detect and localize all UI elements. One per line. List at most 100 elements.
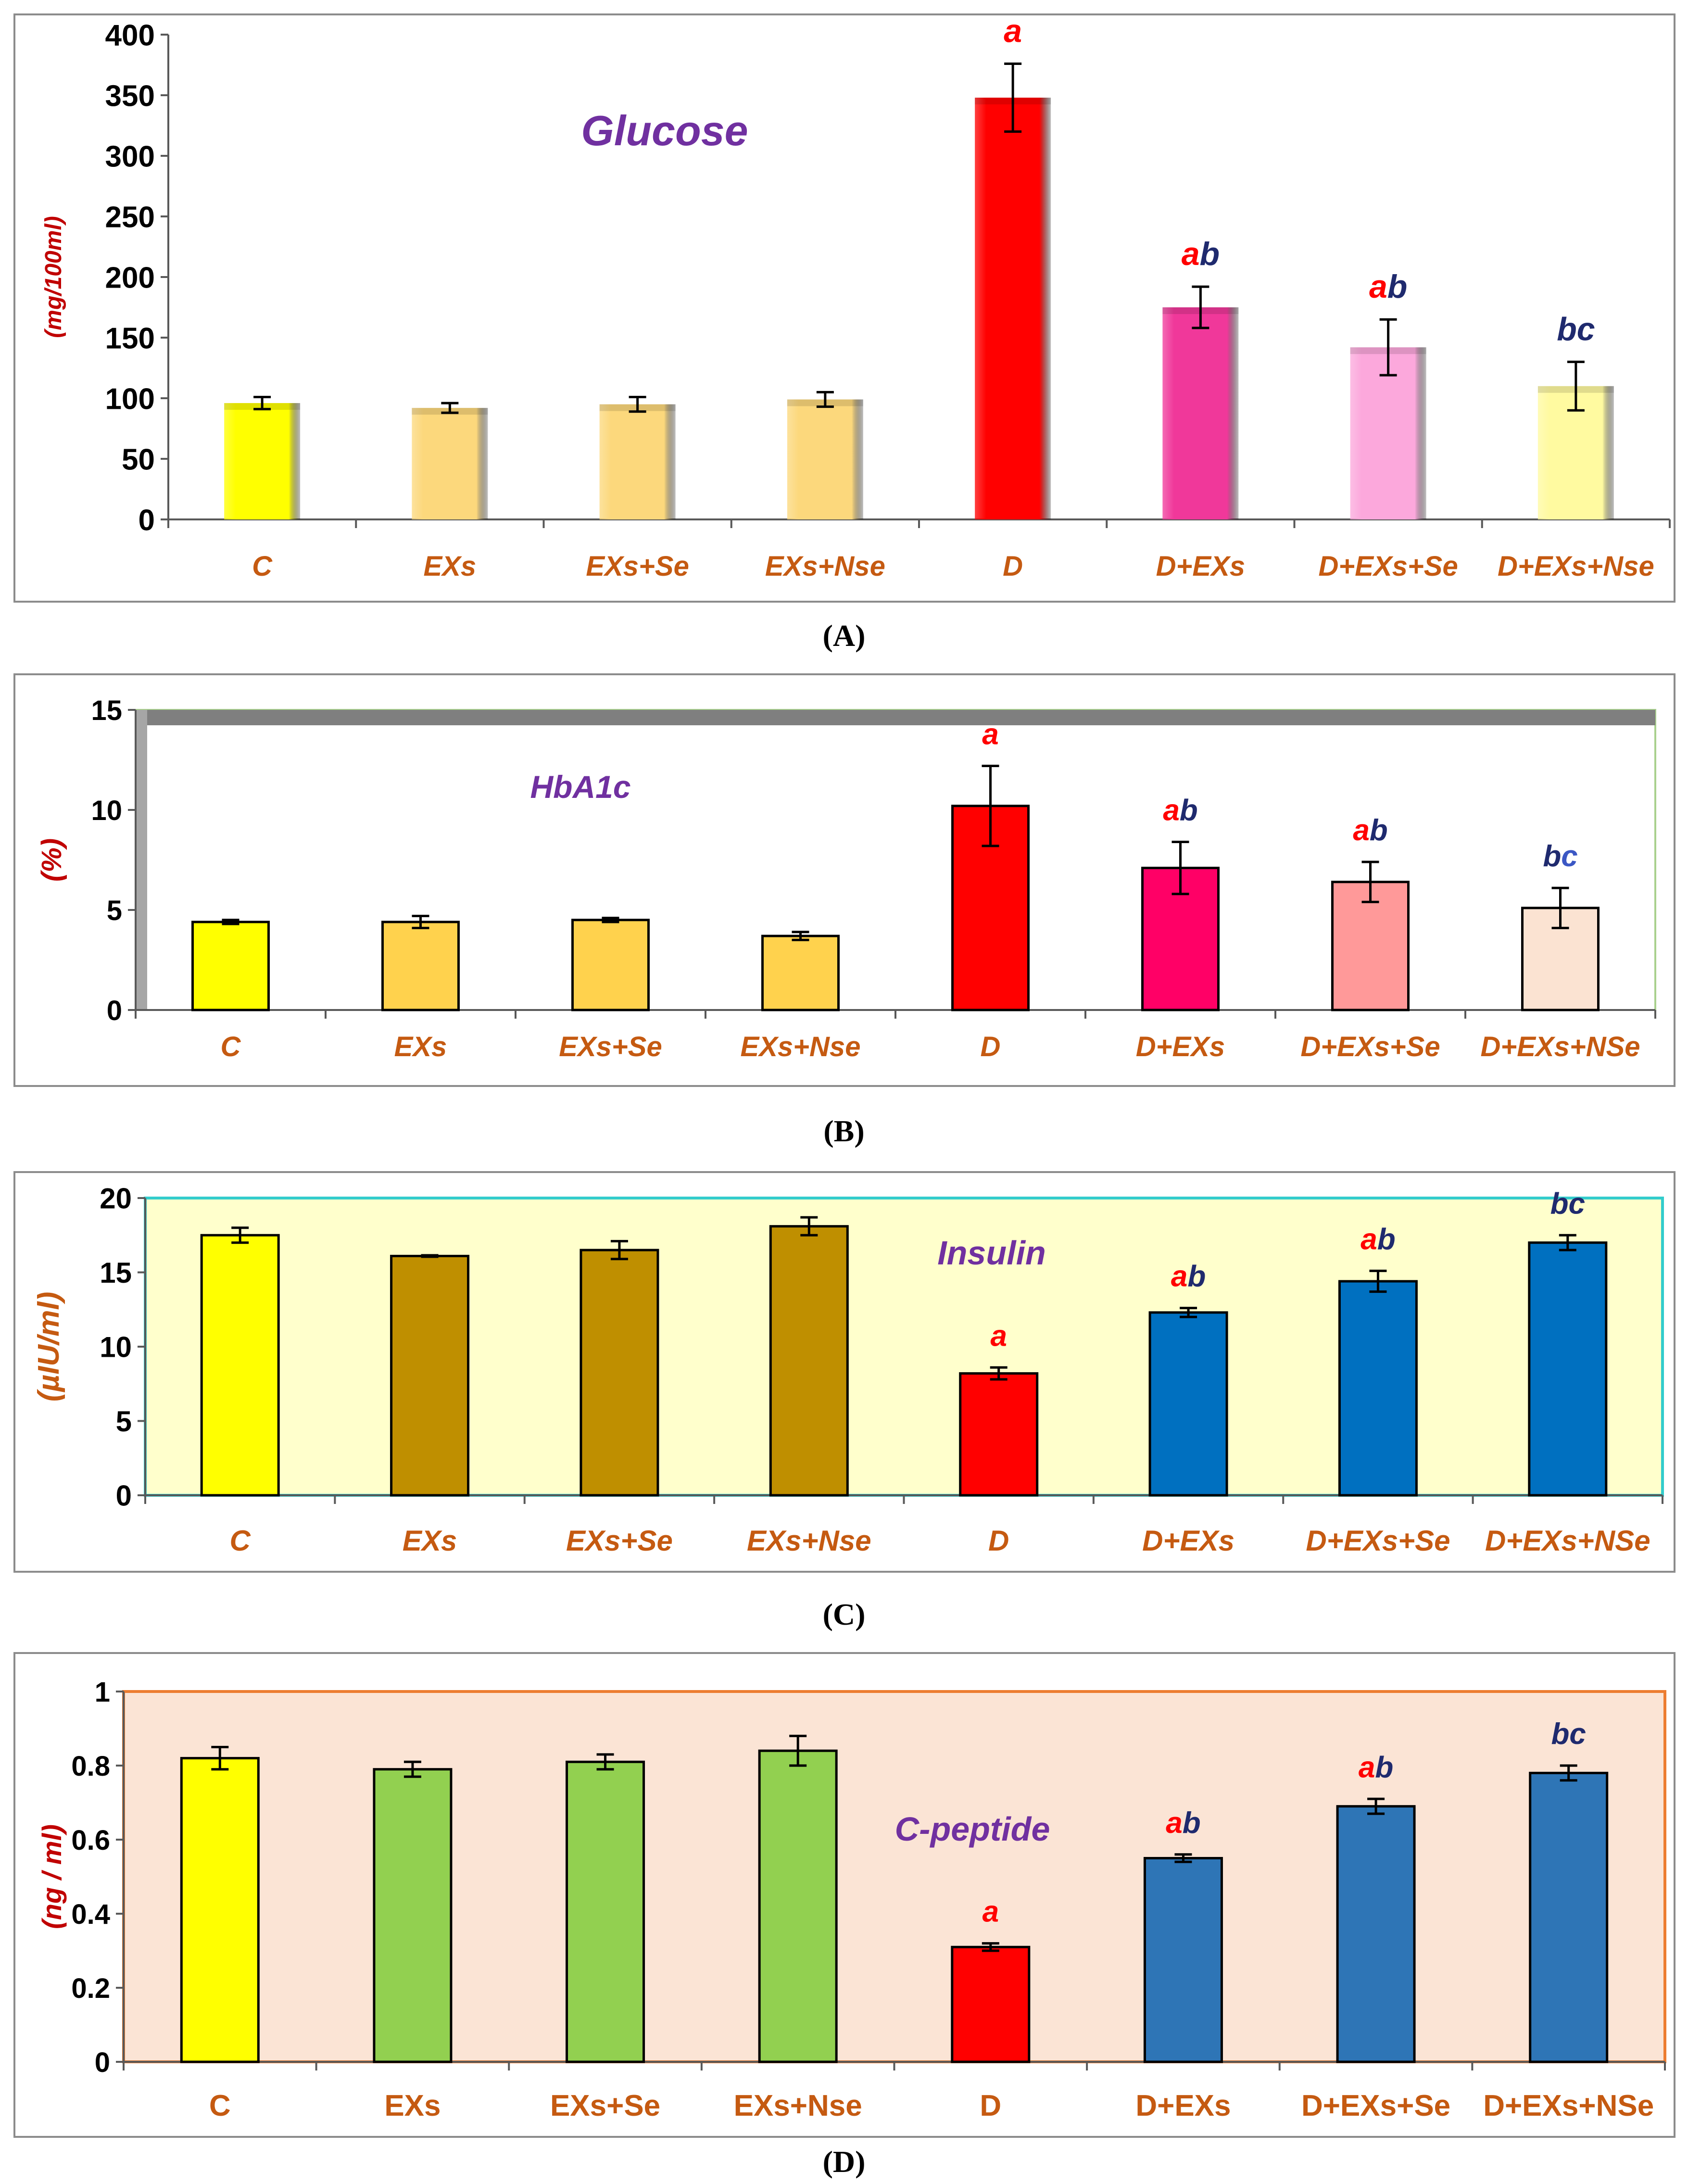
category-label: D+EXs [1156,551,1245,582]
bar [951,1945,1031,2063]
y-tick-label: 0.8 [71,1751,110,1782]
significance-label: ab [1353,814,1387,847]
significance-label: bc [1550,1187,1585,1220]
significance-label: a [983,1895,999,1929]
category-label: D+EXs+NSe [1480,1031,1640,1062]
y-tick-label: 0.2 [71,1973,110,2004]
significance-letter: a [1004,15,1022,49]
significance-label: ab [1166,1806,1200,1840]
significance-label: ab [1171,1260,1206,1293]
bar [1338,1280,1418,1497]
caption-c-label: (C) [822,1597,866,1631]
bar [787,399,863,519]
chart-title: HbA1c [530,769,630,805]
y-axis-label: (ng / ml) [37,1824,67,1929]
y-tick-label: 50 [122,443,155,476]
y-tick-label: 10 [100,1331,132,1363]
chart-title: Glucose [581,107,748,154]
significance-letter: b [1200,236,1220,272]
significance-letter: bc [1551,1717,1586,1751]
y-tick-label: 15 [100,1257,132,1289]
bar [412,408,488,519]
caption-b-label: (B) [823,1114,865,1148]
bar [381,921,460,1011]
category-label: D+EXs [1142,1525,1235,1557]
y-tick-label: 200 [105,261,155,294]
category-label: D+EXs+Se [1300,1031,1440,1062]
category-label: C [252,551,273,582]
category-label: D [981,1031,1001,1062]
chart-title: Insulin [937,1234,1046,1272]
y-tick-label: 250 [105,201,155,234]
significance-letter: a [1360,1223,1377,1256]
chart-panel-d: 0 0.2 0.4 0.6 0.8 1 C EXs EXs+Se EXs+Nse D D+EXs D+E… [13,1652,1675,2138]
caption-a: (A) [0,618,1688,654]
caption-d-label: (D) [822,2145,866,2179]
significance-label: ab [1359,1751,1393,1784]
bar [1529,1771,1609,2063]
category-label: EXs+Nse [765,551,885,582]
significance-letter: b [1370,814,1388,847]
chart-panel-c: 0 5 10 15 20 C EXs EXs+Se EXs+Nse D D+EXs D+EXs+Se D… [13,1171,1675,1573]
category-label: EXs+Se [550,2089,660,2122]
category-label: EXs [403,1525,457,1557]
y-axis-label: (mg/100ml) [41,216,66,338]
y-tick-label: 10 [91,795,122,826]
caption-c: (C) [0,1597,1688,1632]
category-label: EXs [424,551,477,582]
plot-area [122,1690,1666,2063]
category-label: EXs+Nse [741,1031,861,1062]
significance-letter: a [1359,1751,1375,1784]
bar [200,1234,280,1497]
category-label: C [221,1031,241,1062]
significance-label: a [990,1319,1007,1352]
bar [224,403,301,519]
significance-label: ab [1360,1223,1395,1256]
significance-label: ab [1182,236,1220,272]
category-label: C [230,1525,252,1557]
significance-label: a [982,718,998,751]
glucose-chart: 0 50 100 150 200 250 300 350 400 C EXs EXs+Se EXs+Ns… [41,15,1671,582]
insulin-chart: 0 5 10 15 20 C EXs EXs+Se EXs+Nse D D+EXs D+EXs+Se D… [32,1183,1664,1557]
significance-letter: a [990,1319,1007,1352]
category-label: EXs+Se [559,1031,662,1062]
category-label: D+EXs+NSe [1483,2089,1654,2122]
significance-letter: b [1543,840,1561,873]
plot-shadow-top [136,710,1655,725]
category-label: EXs+Se [586,551,689,582]
bar [1143,1857,1223,2063]
significance-letter: a [1166,1806,1182,1840]
plot-shadow-left [136,710,147,1010]
category-label: D [980,2089,1001,2122]
chart-panel-b: 0 5 10 15 C EXs EXs+Se EXs+Nse D D+EXs D+EXs+Se D+E… [13,673,1675,1087]
y-tick-label: 350 [105,79,155,113]
hba1c-chart: 0 5 10 15 C EXs EXs+Se EXs+Nse D D+EXs D+EXs+Se D+E… [36,695,1656,1062]
significance-letter: b [1187,1260,1206,1293]
bar [180,1757,260,2063]
category-label: EXs+Nse [734,2089,862,2122]
plot-frame [135,709,1656,1011]
significance-label: a [1004,15,1022,49]
significance-label: bc [1557,311,1595,347]
significance-letter: a [1182,236,1200,272]
c-peptide-chart: 0 0.2 0.4 0.6 0.8 1 C EXs EXs+Se EXs+Nse D D+EXs D+E… [37,1677,1666,2122]
caption-a-label: (A) [822,619,866,653]
bar [758,1749,838,2063]
significance-letter: a [1163,794,1179,827]
chart-panel-a: 0 50 100 150 200 250 300 350 400 C EXs EXs+Se EXs+Ns… [13,13,1675,603]
category-label: EXs [384,2089,441,2122]
category-label: D+EXs+Se [1306,1525,1450,1557]
significance-letter: a [1369,268,1387,305]
significance-label: bc [1551,1717,1586,1751]
significance-letter: a [1353,814,1369,847]
y-axis-label: (µIU/ml) [32,1292,65,1402]
y-tick-label: 300 [105,140,155,173]
bar [975,98,1051,520]
y-tick-label: 0 [139,504,155,537]
category-label: D+EXs [1135,2089,1231,2122]
y-tick-label: 0 [107,995,122,1026]
bar [959,1372,1039,1497]
bar [373,1768,453,2063]
significance-letter: a [1171,1260,1187,1293]
y-tick-label: 100 [105,382,155,416]
